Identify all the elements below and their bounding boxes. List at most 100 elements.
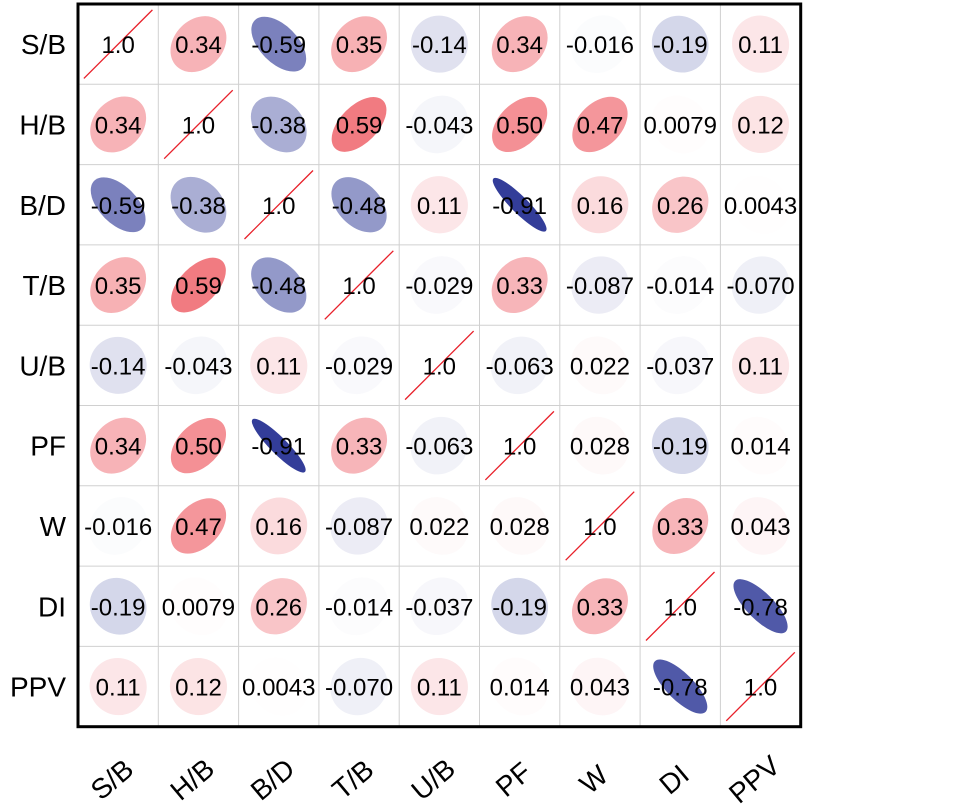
correlation-ellipse [490,336,549,395]
correlation-ellipse [490,657,549,716]
row-label: S/B [21,29,66,60]
diagonal-line [244,170,314,240]
correlation-ellipse [571,176,629,234]
cell-value: 0.50 [496,112,543,139]
cell-value: -0.48 [332,193,387,220]
correlation-ellipse [250,96,307,153]
cell-value: -0.087 [566,273,634,300]
cell-value: -0.029 [405,273,473,300]
cell-value: 0.0079 [162,594,235,621]
correlation-ellipse [250,336,308,394]
cell-value: 0.028 [490,514,550,541]
correlation-ellipse [490,497,549,555]
correlation-ellipse [89,336,147,394]
cell-value: -0.19 [653,434,708,461]
correlation-ellipse [250,497,308,555]
correlation-ellipse [410,497,469,555]
cell-value: -0.043 [405,112,473,139]
cell-value: 0.47 [175,514,222,541]
correlation-ellipse [571,578,628,635]
column-label: DI [653,759,694,801]
cell-value: 1.0 [503,434,536,461]
cell-value: 0.59 [336,112,383,139]
cell-value: 0.11 [738,353,783,380]
correlation-ellipse [170,176,227,233]
cell-value: -0.14 [91,353,146,380]
cell-value: -0.78 [653,675,708,702]
row-label: T/B [22,270,66,301]
correlation-ellipse [90,96,147,153]
column-label: S/B [85,753,140,806]
cell-value: -0.14 [412,32,467,59]
row-label: PF [30,431,66,462]
cell-value: 0.014 [490,675,550,702]
correlation-ellipse [491,257,548,314]
correlation-ellipse [410,416,469,475]
cell-value: 0.12 [175,675,222,702]
correlation-ellipse [251,16,307,72]
correlation-ellipse [331,16,387,73]
cell-value: -0.59 [91,193,146,220]
cell-value: 0.47 [577,112,624,139]
correlation-ellipse [331,417,388,474]
cell-value: 1.0 [101,32,134,59]
diagonal-line [645,571,715,641]
cell-value: 0.16 [255,514,302,541]
cell-value: 0.043 [570,675,630,702]
correlation-ellipse [89,657,147,716]
diagonal-line [163,89,234,160]
correlation-ellipse [171,257,226,313]
cell-value: 0.34 [496,32,543,59]
cell-value: 0.022 [409,514,469,541]
cell-value: 1.0 [262,193,295,220]
cell-value: 0.33 [577,594,624,621]
cell-value: 1.0 [664,594,697,621]
cell-value: 0.0043 [724,193,797,220]
diagonal-line [324,250,394,320]
cell-value: 0.26 [255,594,302,621]
correlation-ellipse [652,497,709,554]
cell-value: 0.11 [417,675,462,702]
column-label: T/B [326,754,379,806]
cell-value: -0.016 [84,514,152,541]
correlation-ellipse [492,177,547,232]
correlation-ellipse [170,418,227,474]
correlation-ellipse [733,579,788,634]
row-label: PPV [10,672,66,703]
cell-value: -0.037 [646,353,714,380]
correlation-ellipse [330,336,388,395]
cell-value: -0.029 [325,353,393,380]
cell-value: -0.78 [733,594,788,621]
cell-value: -0.014 [646,273,714,300]
correlation-ellipse [651,417,709,475]
cell-value: 0.33 [496,273,543,300]
cell-value: -0.070 [727,273,795,300]
cell-value: 1.0 [423,353,456,380]
cell-value: -0.59 [251,32,306,59]
cell-value: -0.48 [251,273,306,300]
correlation-ellipse [731,336,790,394]
diagonal-line [565,491,635,561]
diagonal-line [725,651,796,722]
cell-value: -0.014 [325,594,393,621]
cell-value: -0.087 [325,514,393,541]
matrix-frame [76,2,803,729]
column-label: PPV [723,749,786,809]
column-label: H/B [164,753,220,807]
correlation-ellipse [731,256,790,314]
cell-value: 0.34 [175,32,222,59]
cell-value: 0.014 [731,434,791,461]
column-label: PF [490,756,537,803]
correlation-ellipse [572,96,628,153]
correlation-ellipse [491,16,548,73]
cell-value: 1.0 [182,112,215,139]
row-label: B/D [19,190,66,221]
cell-value: -0.91 [492,193,547,220]
cell-value: 0.50 [175,434,222,461]
cell-value: -0.38 [251,112,306,139]
correlation-ellipse [571,15,629,74]
correlation-ellipse [410,657,468,716]
column-label: U/B [405,753,461,807]
correlation-ellipse [251,257,307,313]
